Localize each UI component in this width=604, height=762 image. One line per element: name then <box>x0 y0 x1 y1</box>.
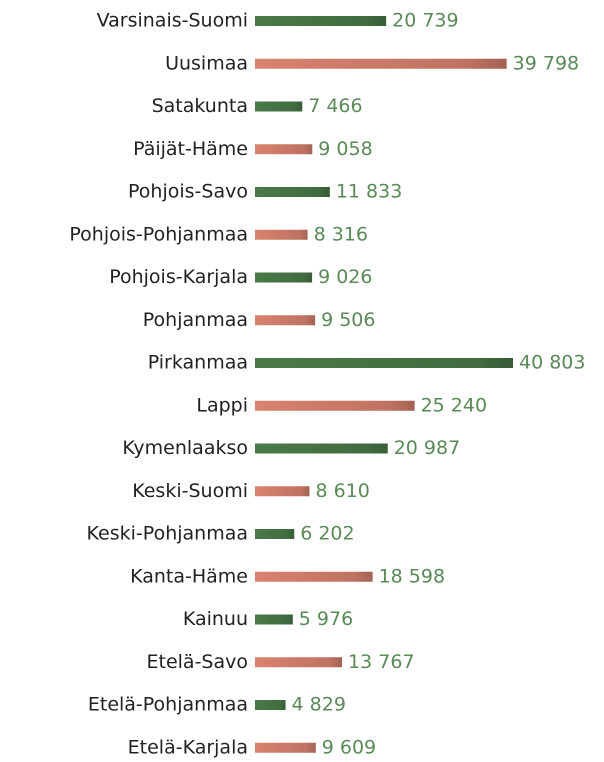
bar-shade <box>255 58 507 69</box>
value-label: 40 803 <box>519 352 585 374</box>
category-label: Uusimaa <box>165 52 248 74</box>
category-label: Pohjois-Karjala <box>109 266 248 288</box>
category-label: Lappi <box>196 394 248 416</box>
bar-shade <box>255 443 388 454</box>
value-label: 9 609 <box>322 736 376 758</box>
value-label: 20 987 <box>394 437 460 459</box>
category-label: Pirkanmaa <box>148 352 248 374</box>
category-label: Pohjanmaa <box>143 309 248 331</box>
bar-shade <box>255 16 387 26</box>
category-label: Keski-Suomi <box>132 480 248 502</box>
value-label: 7 466 <box>308 95 362 117</box>
bar-shade <box>255 700 286 710</box>
category-label: Kainuu <box>183 608 248 630</box>
value-label: 9 026 <box>318 266 372 288</box>
category-label: Etelä-Karjala <box>128 736 248 758</box>
value-label: 4 829 <box>292 694 346 716</box>
category-label: Pohjois-Pohjanmaa <box>69 223 248 245</box>
bar-shade <box>255 400 415 411</box>
bar-shade <box>255 187 330 197</box>
bar-shade <box>255 229 308 240</box>
bar-shade <box>255 486 310 497</box>
category-label: Etelä-Savo <box>147 651 249 673</box>
value-label: 5 976 <box>299 608 353 630</box>
category-label: Etelä-Pohjanmaa <box>88 694 248 716</box>
value-label: 11 833 <box>336 181 402 203</box>
value-label: 8 316 <box>314 223 368 245</box>
bar-shade <box>255 657 343 668</box>
bar-shade <box>255 742 316 753</box>
value-label: 6 202 <box>300 523 354 545</box>
bar-shade <box>255 315 316 326</box>
bar-shade <box>255 614 293 625</box>
bar-shade <box>255 272 313 283</box>
category-label: Pohjois-Savo <box>128 181 248 203</box>
category-label: Keski-Pohjanmaa <box>87 523 248 545</box>
category-label: Satakunta <box>152 95 248 117</box>
value-label: 18 598 <box>379 565 445 587</box>
value-label: 20 739 <box>392 10 458 32</box>
category-label: Kymenlaakso <box>122 437 248 459</box>
bar-shade <box>255 144 313 155</box>
value-label: 9 058 <box>318 138 372 160</box>
value-label: 39 798 <box>513 52 579 74</box>
category-label: Päijät-Häme <box>133 138 248 160</box>
value-label: 9 506 <box>321 309 375 331</box>
bar-shade <box>255 358 513 368</box>
bar-shade <box>255 101 303 112</box>
value-label: 13 767 <box>348 651 414 673</box>
category-label: Varsinais-Suomi <box>97 10 248 32</box>
category-label: Kanta-Häme <box>130 565 248 587</box>
value-label: 25 240 <box>421 394 487 416</box>
value-label: 8 610 <box>315 480 369 502</box>
bar-shade <box>255 571 373 582</box>
bar-shade <box>255 529 295 539</box>
